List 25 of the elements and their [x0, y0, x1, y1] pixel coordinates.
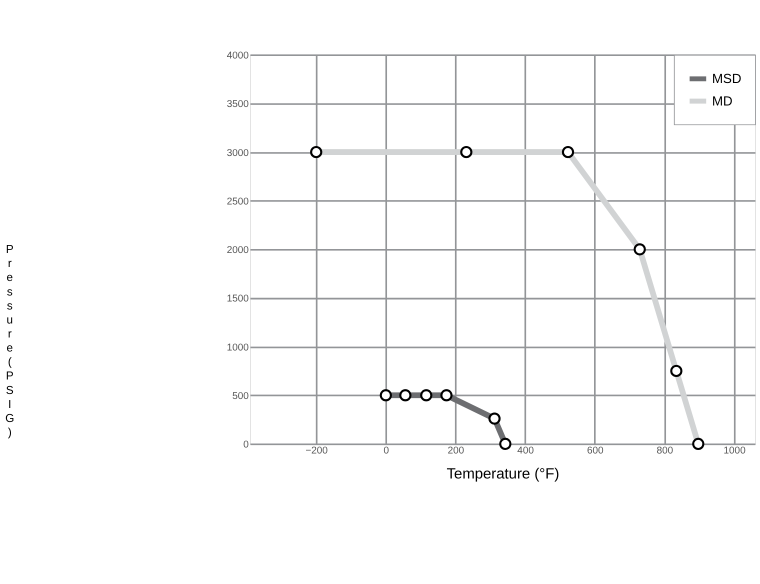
y-tick-label: 500	[232, 390, 250, 402]
point	[670, 364, 682, 378]
y-tick-label: 3500	[226, 99, 250, 110]
point	[460, 146, 472, 158]
y-tick-label: 2500	[226, 196, 250, 208]
y-tick-label: 1000	[226, 342, 250, 354]
y-tick-label: 4000	[226, 50, 250, 62]
x-tick-label: 600	[586, 445, 604, 456]
x-axis-title: Temperature (°F)	[446, 466, 560, 482]
x-tick-label: 200	[448, 445, 465, 456]
legend-label: MSD	[712, 70, 742, 86]
y-tick-label: 2000	[226, 245, 250, 256]
point	[634, 243, 646, 256]
x-tick-label: −200	[305, 445, 328, 456]
point	[310, 146, 322, 158]
y-tick-label: 1500	[226, 294, 250, 305]
x-tick-label: 800	[656, 445, 674, 456]
x-tick-label: 0	[384, 445, 390, 456]
point	[692, 438, 704, 450]
point	[562, 146, 574, 158]
text: Pressure (PSIG)	[5, 244, 14, 440]
x-tick-label: 1000	[724, 445, 746, 456]
y-tick-label: 3000	[226, 148, 250, 159]
legend-label: MD	[712, 93, 733, 108]
x-tick-label: 400	[517, 445, 534, 456]
